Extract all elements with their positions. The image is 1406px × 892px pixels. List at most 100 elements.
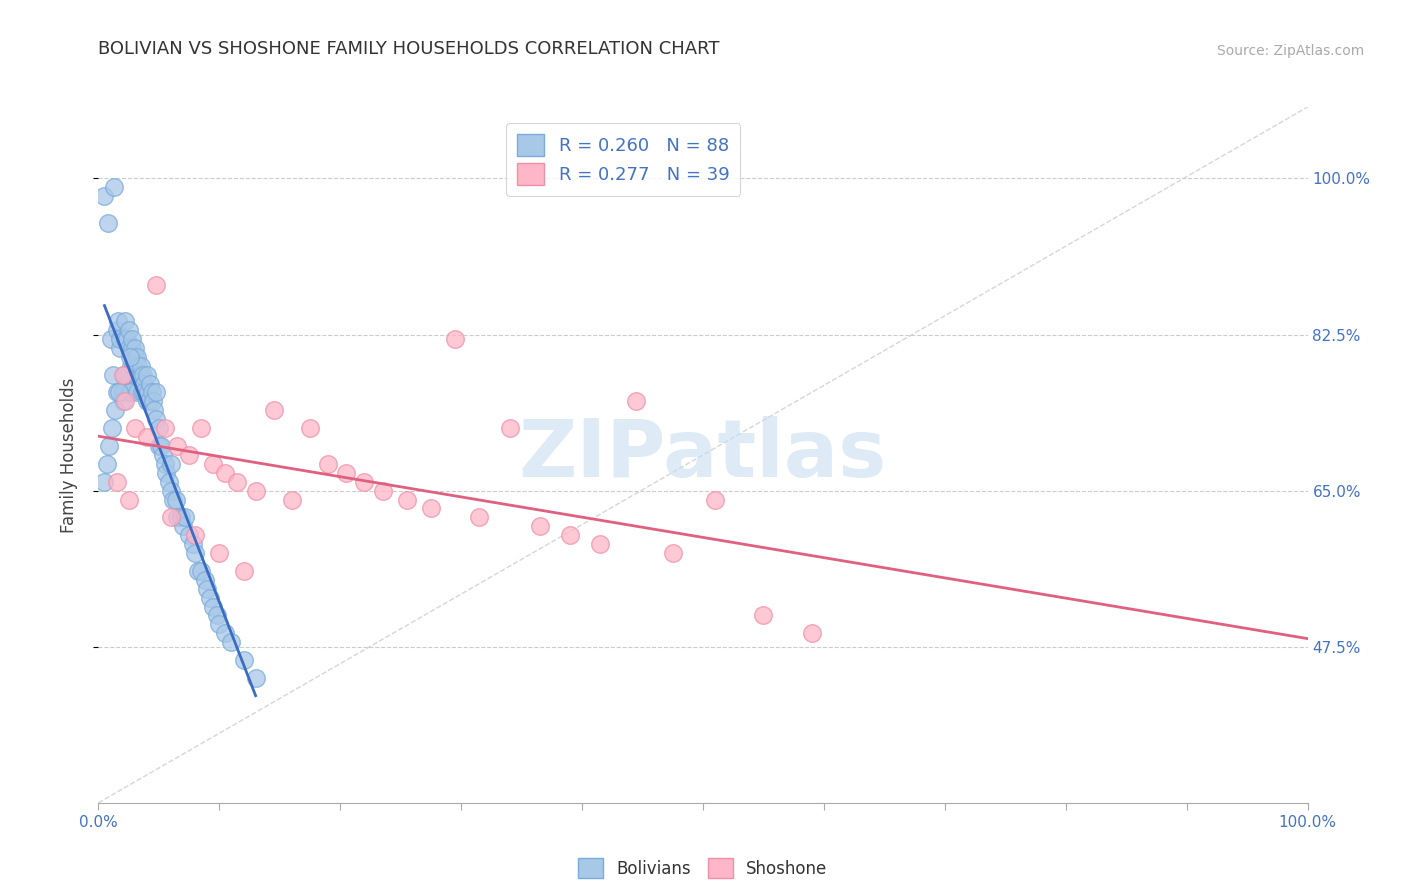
Point: [558, 528, 581, 542]
Point: [136, 385, 159, 400]
Point: [148, 421, 170, 435]
Text: ZIPatlas: ZIPatlas: [519, 416, 887, 494]
Point: [181, 537, 204, 551]
Point: [114, 394, 136, 409]
Point: [335, 466, 357, 480]
Point: [395, 492, 418, 507]
Point: [135, 394, 157, 409]
Point: [115, 368, 138, 382]
Point: [145, 278, 167, 293]
Point: [166, 439, 188, 453]
Point: [127, 385, 149, 400]
Point: [208, 546, 231, 560]
Point: [145, 412, 167, 426]
Point: [142, 394, 165, 409]
Point: [353, 475, 375, 489]
Point: [125, 368, 148, 382]
Point: [100, 332, 122, 346]
Point: [101, 368, 124, 382]
Point: [202, 599, 225, 614]
Point: [232, 653, 254, 667]
Point: [141, 385, 163, 400]
Point: [498, 421, 520, 435]
Point: [157, 475, 180, 489]
Point: [160, 457, 183, 471]
Point: [704, 492, 727, 507]
Point: [103, 180, 125, 194]
Point: [105, 475, 128, 489]
Point: [208, 617, 231, 632]
Point: [131, 385, 153, 400]
Point: [129, 359, 152, 373]
Point: [153, 421, 176, 435]
Point: [122, 359, 145, 373]
Point: [134, 385, 156, 400]
Point: [129, 368, 152, 382]
Point: [124, 341, 146, 355]
Point: [245, 483, 267, 498]
Point: [662, 546, 685, 560]
Point: [111, 368, 134, 382]
Point: [111, 394, 134, 409]
Point: [108, 332, 131, 346]
Point: [529, 519, 551, 533]
Point: [105, 385, 128, 400]
Point: [316, 457, 339, 471]
Point: [111, 385, 134, 400]
Point: [195, 582, 218, 596]
Point: [143, 403, 166, 417]
Point: [121, 332, 143, 346]
Point: [281, 492, 304, 507]
Point: [150, 439, 173, 453]
Point: [138, 394, 160, 409]
Point: [112, 368, 135, 382]
Point: [135, 430, 157, 444]
Point: [190, 564, 212, 578]
Point: [153, 457, 176, 471]
Point: [134, 376, 156, 391]
Point: [166, 510, 188, 524]
Point: [97, 216, 120, 230]
Point: [172, 519, 194, 533]
Point: [589, 537, 612, 551]
Point: [263, 403, 285, 417]
Point: [118, 492, 141, 507]
Point: [121, 341, 143, 355]
Point: [108, 341, 131, 355]
Point: [108, 385, 131, 400]
Point: [117, 332, 139, 346]
Point: [169, 510, 191, 524]
Point: [299, 421, 322, 435]
Point: [118, 350, 141, 364]
Point: [148, 439, 170, 453]
Point: [202, 457, 225, 471]
Point: [184, 546, 207, 560]
Point: [124, 421, 146, 435]
Point: [371, 483, 394, 498]
Point: [124, 350, 146, 364]
Point: [214, 466, 236, 480]
Point: [752, 608, 775, 623]
Point: [127, 359, 149, 373]
Point: [114, 368, 136, 382]
Point: [98, 439, 121, 453]
Point: [120, 359, 142, 373]
Point: [162, 492, 184, 507]
Text: BOLIVIAN VS SHOSHONE FAMILY HOUSEHOLDS CORRELATION CHART: BOLIVIAN VS SHOSHONE FAMILY HOUSEHOLDS C…: [98, 40, 720, 58]
Point: [118, 368, 141, 382]
Point: [118, 323, 141, 337]
Point: [96, 457, 118, 471]
Point: [160, 483, 183, 498]
Point: [221, 635, 243, 649]
Point: [114, 332, 136, 346]
Point: [174, 510, 197, 524]
Point: [226, 475, 249, 489]
Point: [93, 189, 115, 203]
Point: [118, 341, 141, 355]
Point: [160, 510, 183, 524]
Text: Source: ZipAtlas.com: Source: ZipAtlas.com: [1216, 44, 1364, 58]
Point: [128, 368, 150, 382]
Point: [468, 510, 491, 524]
Point: [444, 332, 467, 346]
Point: [800, 626, 823, 640]
